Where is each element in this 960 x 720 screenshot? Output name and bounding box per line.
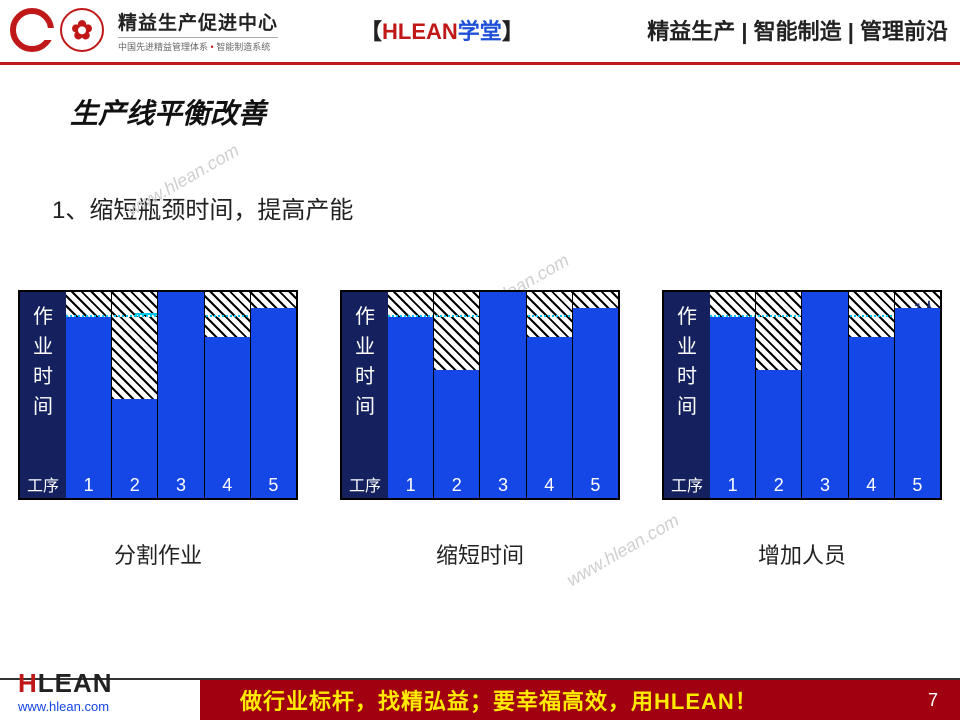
chart-c-caption: 增加人员 [662,538,942,570]
footer-left: HLEAN www.hlean.com [18,668,113,714]
chart-c: 作 业 时 间 工序 1人 2人 1 2 [662,290,942,500]
chart-c-ylabel: 作 业 时 间 [677,304,697,420]
brand-prefix: 【 [360,19,382,44]
chart-a-bar-1: 1 [66,292,112,498]
chart-c-block: 作 业 时 间 工序 1人 2人 1 2 [662,290,942,570]
chart-c-bar-5: 5 [895,292,940,498]
footer: HLEAN www.hlean.com 做行业标杆，找精弘益；要幸福高效，用HL… [0,672,960,720]
slide-title: 生产线平衡改善 [70,92,266,132]
charts-row: 作 业 时 间 工序 1 [18,290,942,570]
chart-c-xlabel: 工序 [671,472,703,498]
chart-a-bars: 1 2 3 4 5 [66,292,296,498]
footer-logo: HLEAN [18,668,113,699]
footer-strip: 做行业标杆，找精弘益；要幸福高效，用HLEAN！ 7 [200,680,960,720]
chart-a-bar-5: 5 [251,292,296,498]
logo-text-block: 精益生产促进中心 中国先进精益管理体系 • 智能制造系统 [118,8,278,53]
logo-subtitle: 中国先进精益管理体系 • 智能制造系统 [118,37,278,53]
chart-c-bar-4: 4 [849,292,895,498]
logo-title: 精益生产促进中心 [118,8,278,35]
chart-b-ylabel: 作 业 时 间 [355,304,375,420]
chart-a-xlabel: 工序 [27,472,59,498]
chart-b-ycol: 作 业 时 间 工序 [342,292,388,498]
chart-a-ycol: 作 业 时 间 工序 [20,292,66,498]
slide-header: ✿ 精益生产促进中心 中国先进精益管理体系 • 智能制造系统 【HLEAN学堂】… [0,0,960,60]
brand-bracket: 【HLEAN学堂】 [360,14,524,46]
chart-b-bars: 1 2 3 4 5 [388,292,618,498]
footer-logo-h: H [18,668,38,698]
chart-c-bar-1: 1 [710,292,756,498]
footer-url: www.hlean.com [18,699,113,714]
logo-sub-left: 中国先进精益管理体系 [118,42,208,52]
logo-leaf-icon: ✿ [60,8,104,52]
chart-a-bar-4: 4 [205,292,251,498]
chart-a: 作 业 时 间 工序 1 [18,290,298,500]
chart-a-bar-2: 2 [112,292,158,498]
logo-sub-right: 智能制造系统 [216,42,270,52]
brand-red: HLEAN [382,19,458,44]
chart-a-bar-3: 3 [158,292,204,498]
chart-b-caption: 缩短时间 [340,538,620,570]
chart-c-bar-2: 2 [756,292,802,498]
footer-logo-lean: LEAN [38,668,113,698]
chart-b-bar-5: 5 [573,292,618,498]
chart-b-bar-4: 4 [527,292,573,498]
chart-c-ycol: 作 业 时 间 工序 [664,292,710,498]
chart-b-bar-3: 3 [480,292,526,498]
chart-b-bar-1: 1 [388,292,434,498]
chart-b-bar-2: 2 [434,292,480,498]
logo-area: ✿ 精益生产促进中心 中国先进精益管理体系 • 智能制造系统 [10,8,278,53]
chart-a-ylabel: 作 业 时 间 [33,304,53,420]
chart-b: 作 业 时 间 工序 1 2 [340,290,620,500]
bullet-1: 1、缩短瓶颈时间，提高产能 [52,190,353,225]
footer-slogan: 做行业标杆，找精弘益；要幸福高效，用HLEAN！ [240,684,758,716]
footer-page: 7 [928,690,938,711]
header-divider [0,62,960,65]
chart-c-bars: 1人 2人 1 2 3 4 [710,292,940,498]
brand-blue: 学堂 [458,19,502,44]
logo-c-icon [10,8,54,52]
chart-c-bar-3: 3 [802,292,848,498]
chart-b-block: 作 业 时 间 工序 1 2 [340,290,620,570]
chart-a-block: 作 业 时 间 工序 1 [18,290,298,570]
chart-b-xlabel: 工序 [349,472,381,498]
dot-icon: • [211,42,214,52]
header-nav: 精益生产 | 智能制造 | 管理前沿 [647,14,948,46]
chart-a-caption: 分割作业 [18,538,298,570]
brand-suffix: 】 [502,19,524,44]
